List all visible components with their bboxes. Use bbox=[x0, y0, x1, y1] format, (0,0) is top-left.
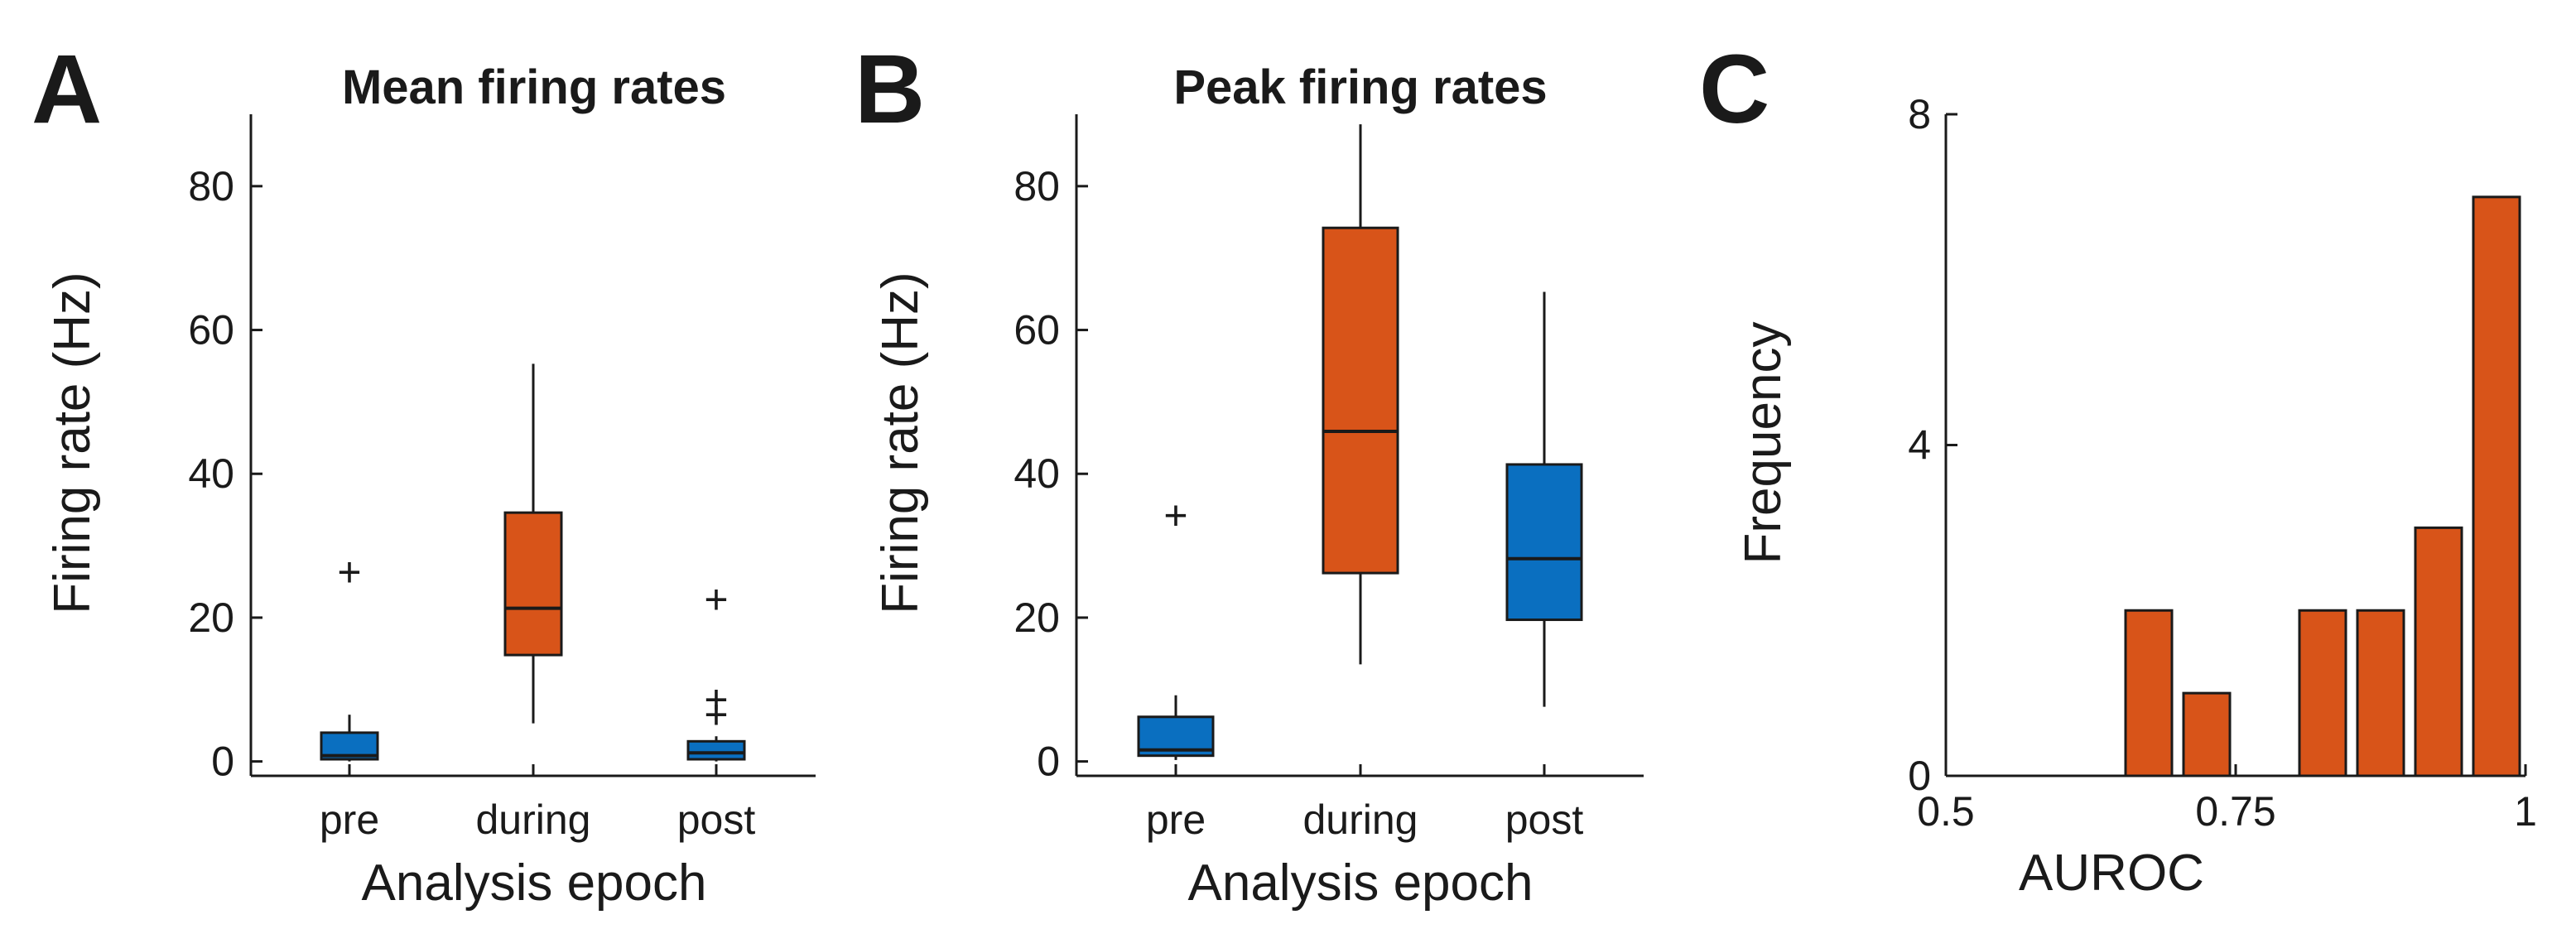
panel-b: B Peak firing rates Firing rate (Hz) Ana… bbox=[855, 35, 1644, 912]
panel-a-x-axis-label: Analysis epoch bbox=[361, 854, 706, 912]
panel-letter-c: C bbox=[1699, 35, 1769, 144]
x-tick-label: 0.75 bbox=[2195, 788, 2275, 835]
panel-letter-a: A bbox=[31, 35, 102, 144]
y-tick-label: 0 bbox=[1037, 739, 1060, 785]
panel-b-plot: 0 20 40 60 80 pre + during post bbox=[1014, 114, 1644, 843]
panel-b-x-axis-label: Analysis epoch bbox=[1187, 854, 1533, 912]
panel-a: A Mean firing rates Firing rate (Hz) Ana… bbox=[31, 35, 816, 912]
y-tick-label: 20 bbox=[188, 594, 234, 641]
panel-a-y-axis-label: Firing rate (Hz) bbox=[44, 272, 101, 614]
y-tick-label: 60 bbox=[1014, 307, 1060, 354]
box-during bbox=[503, 511, 563, 657]
outlier-marker: + bbox=[337, 549, 361, 595]
box-post bbox=[1505, 463, 1583, 622]
histogram-bar bbox=[2472, 195, 2521, 777]
histogram-bar bbox=[2182, 691, 2232, 777]
histogram-bar bbox=[2298, 609, 2347, 777]
x-tick-label: during bbox=[476, 797, 591, 843]
y-tick-label: 40 bbox=[188, 450, 234, 497]
panel-b-title: Peak firing rates bbox=[1173, 60, 1547, 114]
y-tick-label: 0 bbox=[211, 739, 234, 785]
panel-c-y-axis-label: Frequency bbox=[1735, 322, 1792, 565]
x-tick-label: during bbox=[1303, 797, 1418, 843]
y-tick-label: 4 bbox=[1908, 422, 1931, 469]
y-tick-label: 8 bbox=[1908, 91, 1931, 137]
y-tick-label: 80 bbox=[188, 163, 234, 209]
y-tick-label: 20 bbox=[1014, 594, 1060, 641]
x-tick-label: post bbox=[1505, 797, 1584, 843]
x-tick-label: pre bbox=[320, 797, 379, 843]
panel-c: C Frequency AUROC 0 4 8 0.5 0.75 1 bbox=[1699, 35, 2537, 902]
outlier-marker: + bbox=[704, 676, 728, 723]
outlier-marker: + bbox=[704, 576, 728, 623]
y-tick-label: 0 bbox=[1908, 753, 1931, 799]
histogram-bar bbox=[2414, 526, 2463, 777]
outlier-marker: + bbox=[1163, 493, 1187, 539]
box-during bbox=[1322, 226, 1399, 575]
y-tick-label: 40 bbox=[1014, 450, 1060, 497]
y-tick-label: 60 bbox=[188, 307, 234, 354]
x-tick-label: post bbox=[677, 797, 756, 843]
x-tick-label: pre bbox=[1146, 797, 1206, 843]
panel-a-title: Mean firing rates bbox=[342, 60, 726, 114]
box-post bbox=[686, 739, 746, 761]
histogram-bar bbox=[2124, 609, 2174, 777]
panel-c-x-axis-label: AUROC bbox=[2019, 845, 2204, 902]
panel-letter-b: B bbox=[855, 35, 925, 144]
histogram-bar bbox=[2356, 609, 2405, 777]
outlier-marker: + bbox=[704, 691, 728, 738]
x-tick-label: 0.5 bbox=[1917, 788, 1975, 835]
x-tick-label: 1 bbox=[2514, 788, 2537, 835]
panel-b-y-axis-label: Firing rate (Hz) bbox=[872, 272, 929, 614]
panel-c-plot: 0 4 8 0.5 0.75 1 bbox=[1908, 91, 2537, 835]
y-tick-label: 80 bbox=[1014, 163, 1060, 209]
